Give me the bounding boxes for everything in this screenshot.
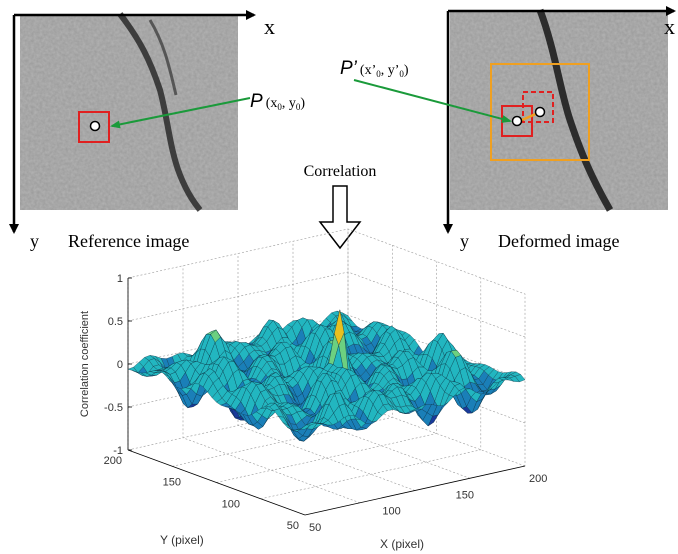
caption: Reference image: [68, 231, 189, 251]
z-tick-label: 0.5: [108, 316, 123, 328]
y-axis-label: y: [460, 231, 469, 251]
label-part: 0: [296, 102, 301, 112]
label-part: , y: [282, 96, 296, 111]
green-arrow: [353, 79, 512, 123]
z-axis-label: Correlation coefficient: [79, 311, 91, 417]
label-part: P: [250, 91, 263, 112]
x-tick-label: 50: [309, 522, 321, 534]
reference-image: [20, 12, 238, 212]
x-axis-label: x: [664, 14, 675, 39]
y-axis-label: y: [30, 231, 39, 251]
x-tick-label: 150: [456, 489, 474, 501]
y-tick-label: 200: [104, 455, 122, 467]
green-arrow: [110, 97, 251, 129]
z-tick-label: -0.5: [104, 402, 123, 414]
surface-cell: [300, 424, 311, 430]
y-tick-label: 100: [222, 498, 240, 510]
grid-line: [237, 253, 416, 491]
label-part: 0: [399, 69, 404, 79]
x-axis-label: X (pixel): [380, 537, 424, 551]
label-part: , y’: [381, 63, 400, 78]
point-label: P (x0, y0): [250, 91, 305, 112]
label-part: P’: [340, 58, 358, 79]
correlation-arrow: [318, 185, 362, 250]
y-tick-label: 50: [287, 520, 299, 532]
axis: [127, 449, 306, 516]
y-tick-label: 150: [163, 477, 181, 489]
grid-line: [216, 261, 437, 483]
grid-line: [127, 314, 526, 381]
y-axis-label: Y (pixel): [160, 533, 204, 547]
label-part: 0: [277, 102, 282, 112]
x-tick-label: 200: [529, 473, 547, 485]
label-part: ): [404, 63, 409, 78]
x-axis-label: x: [264, 14, 275, 39]
arrow-label: Correlation: [304, 163, 377, 180]
deformed-image: [450, 8, 668, 212]
point-label: P’ (x’0, y’0): [340, 58, 409, 79]
axis: [304, 465, 526, 516]
label-part: (x: [266, 96, 278, 111]
label-part: (x’: [360, 63, 376, 78]
x-tick-label: 100: [382, 506, 400, 518]
z-tick-label: 1: [117, 273, 123, 285]
label-part: ): [300, 96, 305, 111]
grid-line: [182, 265, 361, 504]
caption: Deformed image: [498, 231, 619, 251]
grid-line: [260, 277, 482, 500]
z-tick-label: -1: [113, 445, 123, 457]
z-tick-label: 0: [117, 359, 123, 371]
grid-line: [172, 245, 393, 467]
label-part: 0: [376, 69, 381, 79]
grid-line: [127, 271, 526, 338]
wall: [347, 228, 526, 467]
